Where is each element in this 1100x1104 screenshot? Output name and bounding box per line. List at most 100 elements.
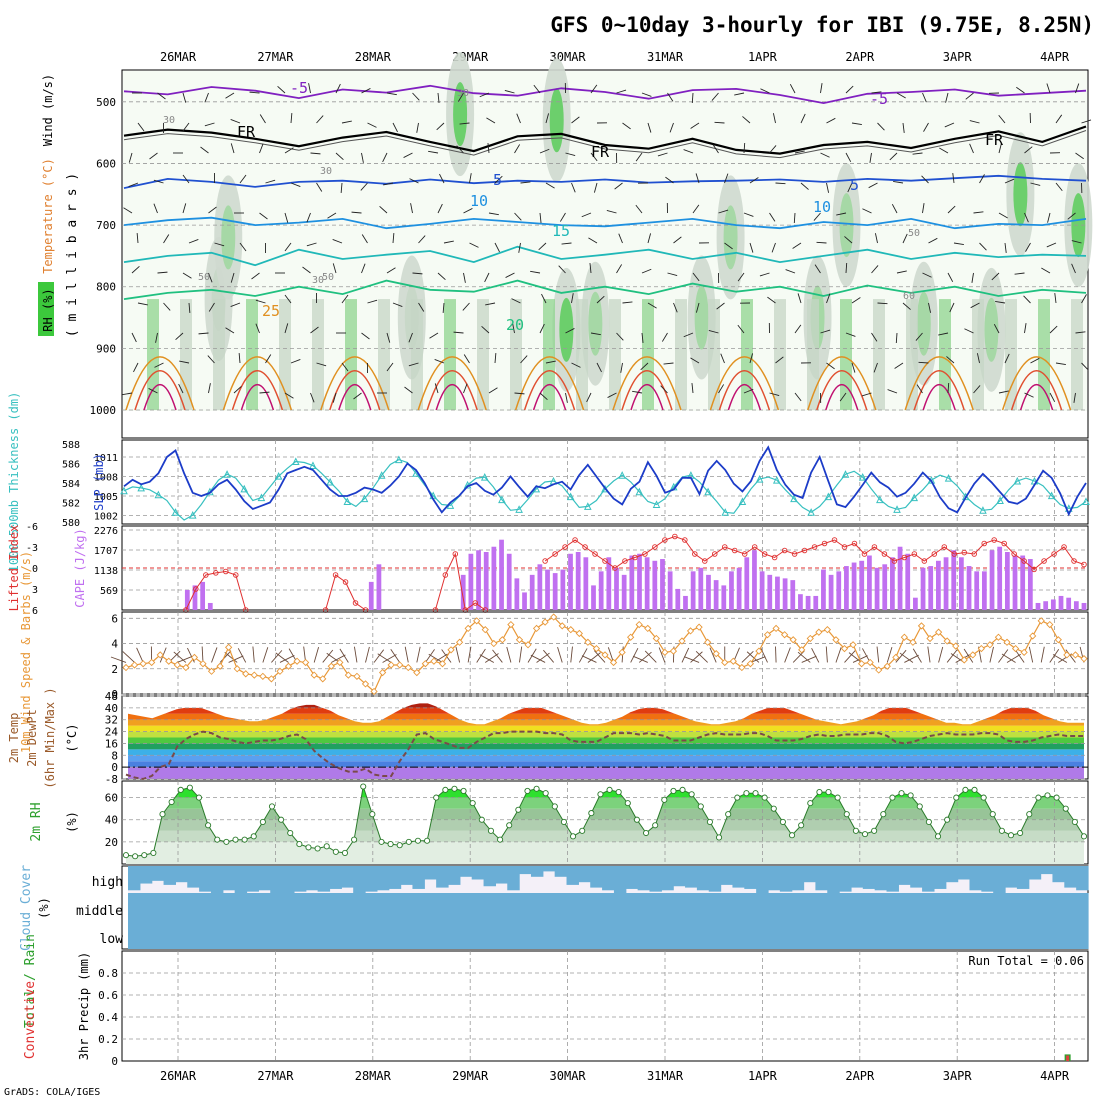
- surface-wind-barb: [877, 647, 879, 663]
- thickness-tick: 582: [62, 499, 80, 510]
- temperature-band: [128, 749, 1084, 755]
- cape-bar: [1051, 599, 1056, 610]
- cape-bar: [507, 554, 512, 610]
- wind-speed-point: [251, 672, 257, 678]
- cloud-bar: [152, 866, 164, 881]
- date-tick-bottom: 3APR: [943, 1069, 973, 1083]
- surface-wind-barb: [742, 651, 754, 662]
- cloud-bar: [507, 866, 519, 890]
- cloud-bar: [1076, 866, 1088, 890]
- cape-bar: [913, 598, 918, 610]
- pressure-tick: 500: [96, 96, 116, 109]
- cloud-bar: [863, 922, 875, 949]
- cloud-bar: [270, 866, 282, 893]
- temperature-band: [128, 696, 1084, 702]
- rh-shade-core: [917, 292, 931, 356]
- cape-bar: [1043, 601, 1048, 610]
- rh-point: [698, 804, 703, 809]
- cloud-bar: [187, 866, 199, 888]
- cape-bar: [1036, 603, 1041, 610]
- rh-point: [990, 812, 995, 817]
- pressure-tick: 700: [96, 219, 116, 232]
- dewpt-axis-title: 2m DewPt: [25, 709, 39, 767]
- cloud-bar: [247, 893, 259, 922]
- rh-point: [279, 817, 284, 822]
- cloud-bar: [863, 893, 875, 922]
- rh-point: [479, 817, 484, 822]
- rh-point: [196, 795, 201, 800]
- surface-wind-barb: [1050, 649, 1059, 662]
- rh-point: [634, 817, 639, 822]
- cloud-bar: [827, 866, 839, 893]
- rh-point: [424, 838, 429, 843]
- rh-point: [224, 839, 229, 844]
- cape-bar: [622, 575, 627, 610]
- cloud-bar: [318, 893, 330, 922]
- cloud-bar: [424, 893, 436, 922]
- surface-wind-barb: [174, 652, 186, 662]
- rh-point: [753, 791, 758, 796]
- cloud-bar: [590, 866, 602, 888]
- contour-label: 50: [908, 228, 920, 239]
- cloud-bar: [507, 922, 519, 949]
- wind-speed-point: [132, 662, 138, 668]
- rh-point: [260, 819, 265, 824]
- cloud-bar: [377, 893, 389, 922]
- cape-tick: 1707: [94, 546, 118, 557]
- surface-wind-barb: [913, 649, 921, 663]
- surface-wind-barb: [682, 648, 689, 663]
- cape-bar: [599, 571, 604, 610]
- cloud-bar: [365, 922, 377, 949]
- cloud-bar: [744, 866, 756, 889]
- surface-wind-barb: [405, 647, 408, 663]
- date-tick-bottom: 30MAR: [550, 1069, 587, 1083]
- cape-bar: [760, 571, 765, 610]
- rh-shade-core: [695, 286, 709, 350]
- date-tick-top: 31MAR: [647, 50, 684, 64]
- cloud-bar: [958, 866, 970, 880]
- cloud-bar: [128, 922, 140, 949]
- cloud-bar: [780, 893, 792, 922]
- cloud-bar: [922, 922, 934, 949]
- cape-bar: [967, 566, 972, 610]
- wind-speed-point: [961, 657, 967, 663]
- rh-point: [999, 828, 1004, 833]
- cape-bar: [484, 552, 489, 610]
- cloud-bar: [306, 922, 318, 949]
- contour-label: 5: [850, 176, 859, 194]
- surface-wind-barb: [785, 648, 791, 663]
- cloud-bar: [223, 893, 235, 922]
- cloud-bar: [815, 866, 827, 890]
- contour-label: -5: [290, 79, 308, 97]
- cloud-bar: [235, 922, 247, 949]
- cape-bar: [553, 573, 558, 610]
- surface-wind-barb: [696, 651, 708, 662]
- wind-speed-point: [499, 637, 505, 643]
- cloud-bar: [898, 866, 910, 885]
- contour-label: FR: [985, 131, 1004, 149]
- cloud-bar: [756, 893, 768, 922]
- cloud-bar: [436, 922, 448, 949]
- cloud-bar: [887, 922, 899, 949]
- rh-point: [297, 841, 302, 846]
- surface-wind-barb: [939, 647, 943, 662]
- rh-point: [507, 823, 512, 828]
- cloud-bar: [709, 893, 721, 922]
- wind-speed-point: [243, 671, 249, 677]
- wind-speed-point: [226, 644, 232, 650]
- rh-point: [890, 795, 895, 800]
- cloud-bar: [721, 866, 733, 885]
- cape-bar: [790, 580, 795, 610]
- cloud-bar: [969, 866, 981, 890]
- li-tick: -6: [26, 522, 38, 533]
- surface-wind-barb: [558, 647, 563, 662]
- rh-point: [187, 785, 192, 790]
- cape-bar: [744, 557, 749, 610]
- rh-point: [853, 828, 858, 833]
- thickness-tick: 580: [62, 518, 80, 529]
- cloud-bar: [1052, 922, 1064, 949]
- cloud-bar: [495, 893, 507, 922]
- cape-tick: 1138: [94, 566, 118, 577]
- cloud-bar: [341, 922, 353, 949]
